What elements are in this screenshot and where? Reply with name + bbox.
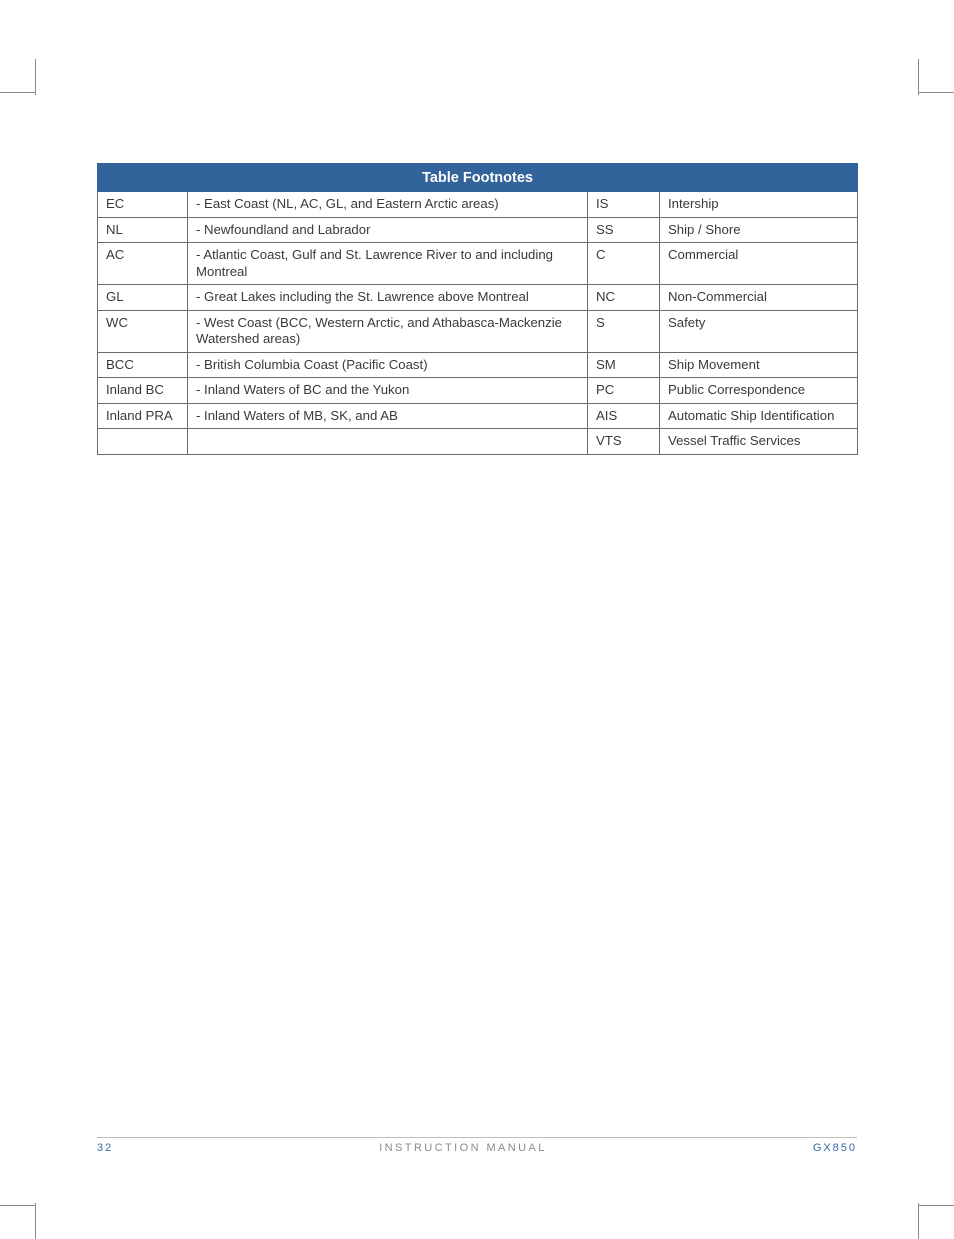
crop-mark-top-right bbox=[918, 92, 954, 128]
cell-code: NL bbox=[98, 217, 188, 243]
footer-model: GX850 bbox=[813, 1142, 857, 1154]
table-row: GL - Great Lakes including the St. Lawre… bbox=[98, 285, 858, 311]
table-row: BCC - British Columbia Coast (Pacific Co… bbox=[98, 352, 858, 378]
table-body: EC - East Coast (NL, AC, GL, and Eastern… bbox=[98, 192, 858, 455]
crop-mark-bottom-right bbox=[918, 1170, 954, 1206]
footer-row: 32 INSTRUCTION MANUAL GX850 bbox=[97, 1142, 857, 1154]
cell-abbr: IS bbox=[588, 192, 660, 218]
cell-desc: - Inland Waters of BC and the Yukon bbox=[188, 378, 588, 404]
table-row: NL - Newfoundland and Labrador SS Ship /… bbox=[98, 217, 858, 243]
page: Table Footnotes EC - East Coast (NL, AC,… bbox=[0, 0, 954, 1226]
cell-mean: Ship Movement bbox=[660, 352, 858, 378]
cell-desc: - Newfoundland and Labrador bbox=[188, 217, 588, 243]
footer-page-number: 32 bbox=[97, 1142, 113, 1154]
cell-code: Inland PRA bbox=[98, 403, 188, 429]
table-row: Inland BC - Inland Waters of BC and the … bbox=[98, 378, 858, 404]
footnotes-table-wrap: Table Footnotes EC - East Coast (NL, AC,… bbox=[97, 163, 857, 455]
cell-mean: Safety bbox=[660, 310, 858, 352]
cell-mean: Vessel Traffic Services bbox=[660, 429, 858, 455]
cell-code: BCC bbox=[98, 352, 188, 378]
cell-mean: Ship / Shore bbox=[660, 217, 858, 243]
footer-title: INSTRUCTION MANUAL bbox=[379, 1142, 547, 1154]
cell-desc: - British Columbia Coast (Pacific Coast) bbox=[188, 352, 588, 378]
cell-code: EC bbox=[98, 192, 188, 218]
cell-mean: Intership bbox=[660, 192, 858, 218]
cell-mean: Non-Commercial bbox=[660, 285, 858, 311]
cell-abbr: C bbox=[588, 243, 660, 285]
cell-abbr: VTS bbox=[588, 429, 660, 455]
crop-mark-top-left bbox=[0, 92, 36, 128]
footnotes-table: Table Footnotes EC - East Coast (NL, AC,… bbox=[97, 163, 858, 455]
footer-rule bbox=[97, 1137, 857, 1138]
table-row: WC - West Coast (BCC, Western Arctic, an… bbox=[98, 310, 858, 352]
cell-desc: - East Coast (NL, AC, GL, and Eastern Ar… bbox=[188, 192, 588, 218]
cell-code: AC bbox=[98, 243, 188, 285]
cell-code: GL bbox=[98, 285, 188, 311]
crop-mark-bottom-left bbox=[0, 1170, 36, 1206]
cell-abbr: S bbox=[588, 310, 660, 352]
cell-abbr: SM bbox=[588, 352, 660, 378]
table-row: AC - Atlantic Coast, Gulf and St. Lawren… bbox=[98, 243, 858, 285]
cell-abbr: PC bbox=[588, 378, 660, 404]
cell-desc: - West Coast (BCC, Western Arctic, and A… bbox=[188, 310, 588, 352]
page-footer: 32 INSTRUCTION MANUAL GX850 bbox=[97, 1137, 857, 1154]
cell-desc: - Great Lakes including the St. Lawrence… bbox=[188, 285, 588, 311]
cell-desc bbox=[188, 429, 588, 455]
cell-abbr: SS bbox=[588, 217, 660, 243]
table-row: Inland PRA - Inland Waters of MB, SK, an… bbox=[98, 403, 858, 429]
cell-code: WC bbox=[98, 310, 188, 352]
table-row: VTS Vessel Traffic Services bbox=[98, 429, 858, 455]
table-row: EC - East Coast (NL, AC, GL, and Eastern… bbox=[98, 192, 858, 218]
cell-mean: Public Correspondence bbox=[660, 378, 858, 404]
cell-code bbox=[98, 429, 188, 455]
cell-mean: Automatic Ship Identification bbox=[660, 403, 858, 429]
cell-abbr: NC bbox=[588, 285, 660, 311]
cell-mean: Commercial bbox=[660, 243, 858, 285]
cell-abbr: AIS bbox=[588, 403, 660, 429]
cell-code: Inland BC bbox=[98, 378, 188, 404]
cell-desc: - Inland Waters of MB, SK, and AB bbox=[188, 403, 588, 429]
cell-desc: - Atlantic Coast, Gulf and St. Lawrence … bbox=[188, 243, 588, 285]
table-header: Table Footnotes bbox=[98, 164, 858, 192]
